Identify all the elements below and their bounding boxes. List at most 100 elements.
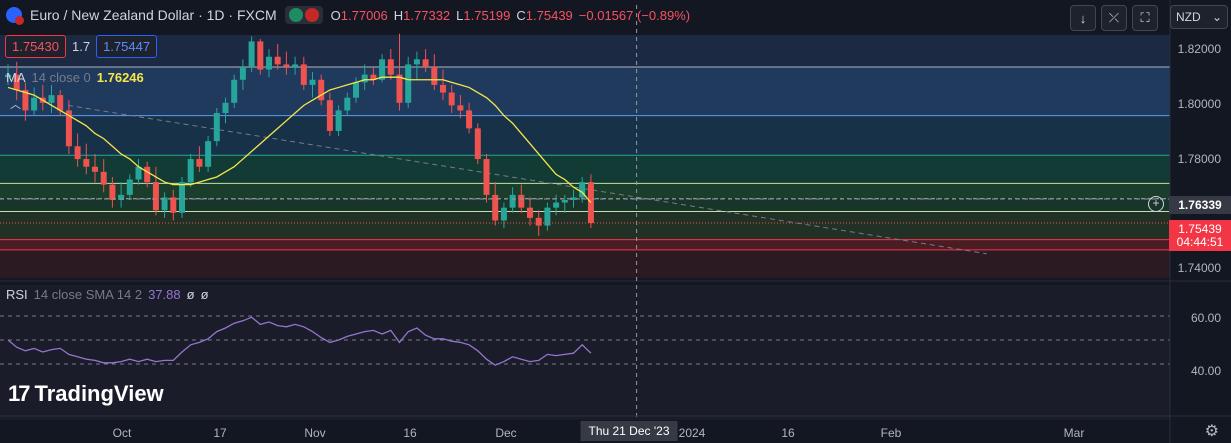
rsi-axis-label: 40.00: [1190, 364, 1221, 378]
candle-body: [239, 66, 246, 80]
buy-button[interactable]: 1.75447: [96, 35, 158, 58]
candle-body: [570, 197, 577, 200]
candle-body: [109, 184, 116, 200]
candle-body: [161, 197, 168, 211]
time-label: Dec: [495, 426, 517, 440]
candle-body: [344, 97, 351, 111]
rsi-legend[interactable]: RSI 14 close SMA 14 2 37.88 ø ø: [6, 287, 209, 302]
price-band: [0, 198, 1170, 212]
high-label: H: [393, 7, 404, 23]
candle-body: [518, 194, 525, 208]
candle-body: [422, 59, 429, 67]
candle-body: [92, 166, 98, 172]
spread-value: 1.7: [72, 39, 91, 54]
rsi-value: 37.88: [148, 287, 181, 302]
change-value: −0.01567 (−0.89%): [578, 7, 691, 23]
tradingview-logo[interactable]: 17 TradingView: [8, 381, 164, 407]
candle-body: [500, 207, 507, 221]
candle-body: [152, 182, 159, 211]
rsi-extra-1: ø: [186, 287, 195, 302]
candle-body: [300, 64, 307, 85]
trade-panel: 1.75430 1.7 1.75447: [5, 35, 158, 58]
rsi-axis-label: 60.00: [1190, 311, 1221, 325]
time-label: 16: [403, 426, 417, 440]
candle-body: [74, 146, 81, 160]
open-label: O: [330, 7, 341, 23]
candle-body: [413, 59, 420, 65]
price-band: [0, 249, 1170, 278]
last-price-tag: 1.75439: [1169, 220, 1231, 236]
candle-body: [318, 79, 325, 101]
candle-body: [466, 110, 473, 129]
symbol-title[interactable]: Euro / New Zealand Dollar · 1D · FXCM: [30, 7, 277, 23]
candle-body: [205, 141, 212, 167]
candle-body: [100, 171, 107, 185]
candle-body: [144, 166, 151, 183]
candle-body: [222, 102, 229, 114]
candle-body: [31, 97, 38, 111]
market-wave-icon: [304, 8, 319, 22]
candle-body: [561, 199, 568, 203]
market-status-dots[interactable]: [284, 6, 323, 24]
candle-body: [535, 217, 542, 226]
rsi-label: RSI: [6, 287, 28, 302]
ma-legend[interactable]: MA 14 close 0 1.76246: [6, 70, 144, 85]
time-label: Mar: [1063, 426, 1085, 440]
candle-body: [57, 95, 64, 111]
candle-body: [118, 194, 125, 200]
chevron-down-icon: ⌄: [1211, 10, 1222, 24]
candle-body: [266, 56, 272, 70]
high-value: 1.77332: [403, 7, 451, 23]
low-label: L: [456, 7, 464, 23]
close-value: 1.75439: [525, 7, 573, 23]
chart-toolbar: ↓ ⤫ ⛶: [1070, 5, 1158, 31]
price-band: [0, 35, 1170, 67]
fullscreen-icon[interactable]: ⛶: [1132, 5, 1158, 31]
candle-body: [544, 207, 551, 226]
currency-label: NZD: [1176, 10, 1201, 24]
candle-body: [353, 82, 359, 98]
time-label: 2024: [678, 426, 706, 440]
candle-body: [483, 159, 490, 195]
sell-button[interactable]: 1.75430: [5, 35, 66, 58]
candle-body: [135, 166, 142, 180]
symbol-header: Euro / New Zealand Dollar · 1D · FXCM O1…: [6, 6, 690, 25]
candle-body: [187, 159, 194, 183]
eur-nzd-flag-icon: [6, 7, 24, 25]
currency-selector[interactable]: NZD ⌄: [1170, 5, 1228, 29]
candle-body: [379, 59, 386, 80]
candle-body: [509, 194, 516, 208]
arrow-down-icon[interactable]: ↓: [1070, 5, 1096, 31]
collapse-legend-icon[interactable]: ︿: [10, 99, 21, 111]
candle-body: [83, 159, 90, 167]
ohlc-values: O1.77006 H1.77332 L1.75199 C1.75439 −0.0…: [331, 8, 690, 23]
candle-body: [431, 66, 438, 85]
rsi-extra-2: ø: [200, 287, 209, 302]
rsi-line: [7, 316, 592, 366]
add-alert-icon[interactable]: +: [1148, 196, 1164, 212]
price-band: [0, 239, 1170, 250]
low-value: 1.75199: [463, 7, 511, 23]
candle-body: [370, 74, 377, 80]
candle-body: [405, 64, 412, 103]
crosshair-price-tag: 1.76339: [1169, 196, 1231, 214]
candle-body: [126, 179, 133, 195]
close-label: C: [516, 7, 526, 23]
candle-body: [274, 56, 281, 65]
candle-body: [65, 110, 72, 147]
settings-gear-icon[interactable]: ⚙: [1204, 423, 1219, 440]
rsi-args: 14 close SMA 14 2: [33, 287, 143, 302]
candle-body: [196, 159, 203, 167]
collapse-icon[interactable]: ⤫: [1101, 5, 1127, 31]
candle-body: [257, 41, 264, 70]
candle-body: [396, 74, 403, 103]
candle-body: [231, 79, 238, 103]
ma-value: 1.76246: [96, 70, 144, 85]
ma-line: [7, 76, 592, 203]
candle-body: [22, 89, 29, 111]
candle-body: [587, 182, 594, 224]
candle-body: [292, 64, 299, 67]
candle-body: [48, 95, 55, 103]
candle-body: [309, 79, 316, 85]
